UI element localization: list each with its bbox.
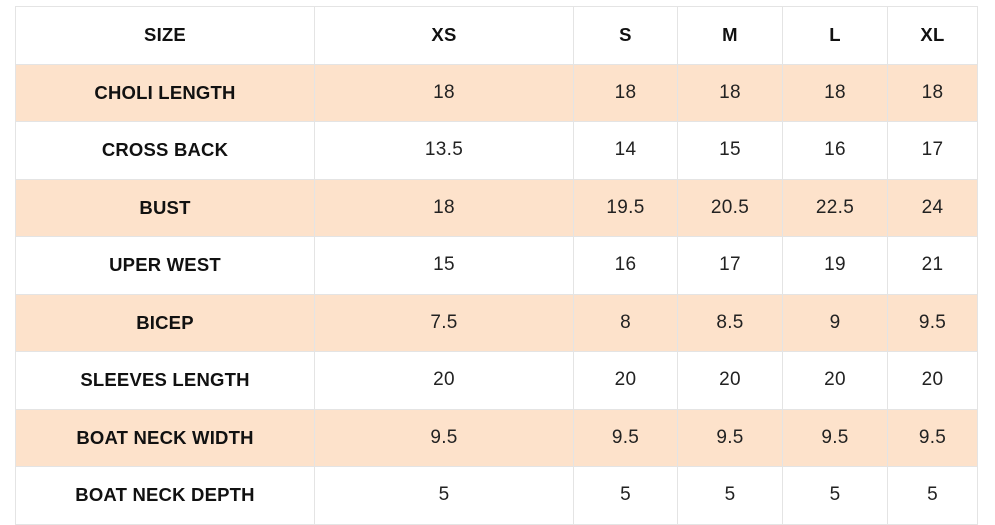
row-label: BOAT NECK WIDTH [15,408,315,467]
table-cell: 9.5 [573,408,678,467]
header-cell-m: M [677,6,783,65]
table-cell: 18 [782,63,888,122]
table-cell: 20 [887,351,978,410]
table-cell: 21 [887,236,978,295]
table-cell: 20 [314,351,574,410]
row-label: UPER WEST [15,236,315,295]
row-label: BICEP [15,293,315,352]
table-cell: 5 [314,466,574,525]
table-cell: 5 [782,466,888,525]
table-cell: 9.5 [887,293,978,352]
table-cell: 9.5 [782,408,888,467]
header-cell-l: L [782,6,888,65]
row-label: BUST [15,178,315,237]
table-cell: 17 [887,121,978,180]
table-cell: 16 [573,236,678,295]
header-cell-size: SIZE [15,6,315,65]
table-cell: 20 [782,351,888,410]
table-cell: 9.5 [887,408,978,467]
row-label: CHOLI LENGTH [15,63,315,122]
table-cell: 18 [887,63,978,122]
row-label: BOAT NECK DEPTH [15,466,315,525]
table-cell: 18 [573,63,678,122]
table-cell: 20 [573,351,678,410]
header-row: SIZE XS S M L XL [15,6,978,65]
table-row-uper-west: UPER WEST 15 16 17 19 21 [15,236,978,295]
table-row-cross-back: CROSS BACK 13.5 14 15 16 17 [15,121,978,180]
table-cell: 15 [677,121,783,180]
table-cell: 13.5 [314,121,574,180]
table-cell: 20 [677,351,783,410]
table-cell: 19.5 [573,178,678,237]
table-cell: 19 [782,236,888,295]
table-cell: 8 [573,293,678,352]
table-cell: 9.5 [314,408,574,467]
table-cell: 5 [887,466,978,525]
table-cell: 8.5 [677,293,783,352]
table-row-bicep: BICEP 7.5 8 8.5 9 9.5 [15,293,978,352]
table-cell: 16 [782,121,888,180]
size-chart-table: SIZE XS S M L XL CHOLI LENGTH 18 18 18 1… [15,6,978,525]
row-label: CROSS BACK [15,121,315,180]
table-cell: 15 [314,236,574,295]
table-row-sleeves-length: SLEEVES LENGTH 20 20 20 20 20 [15,351,978,410]
table-row-boat-neck-width: BOAT NECK WIDTH 9.5 9.5 9.5 9.5 9.5 [15,408,978,467]
table-cell: 20.5 [677,178,783,237]
table-cell: 18 [314,178,574,237]
table-row-choli-length: CHOLI LENGTH 18 18 18 18 18 [15,63,978,122]
table-cell: 17 [677,236,783,295]
table-row-boat-neck-depth: BOAT NECK DEPTH 5 5 5 5 5 [15,466,978,525]
table-cell: 5 [677,466,783,525]
header-cell-xl: XL [887,6,978,65]
row-label: SLEEVES LENGTH [15,351,315,410]
table-cell: 14 [573,121,678,180]
table-cell: 5 [573,466,678,525]
table-cell: 7.5 [314,293,574,352]
table-cell: 9 [782,293,888,352]
table-cell: 18 [677,63,783,122]
table-cell: 22.5 [782,178,888,237]
header-cell-xs: XS [314,6,574,65]
table-row-bust: BUST 18 19.5 20.5 22.5 24 [15,178,978,237]
table-cell: 18 [314,63,574,122]
header-cell-s: S [573,6,678,65]
table-cell: 9.5 [677,408,783,467]
table-cell: 24 [887,178,978,237]
